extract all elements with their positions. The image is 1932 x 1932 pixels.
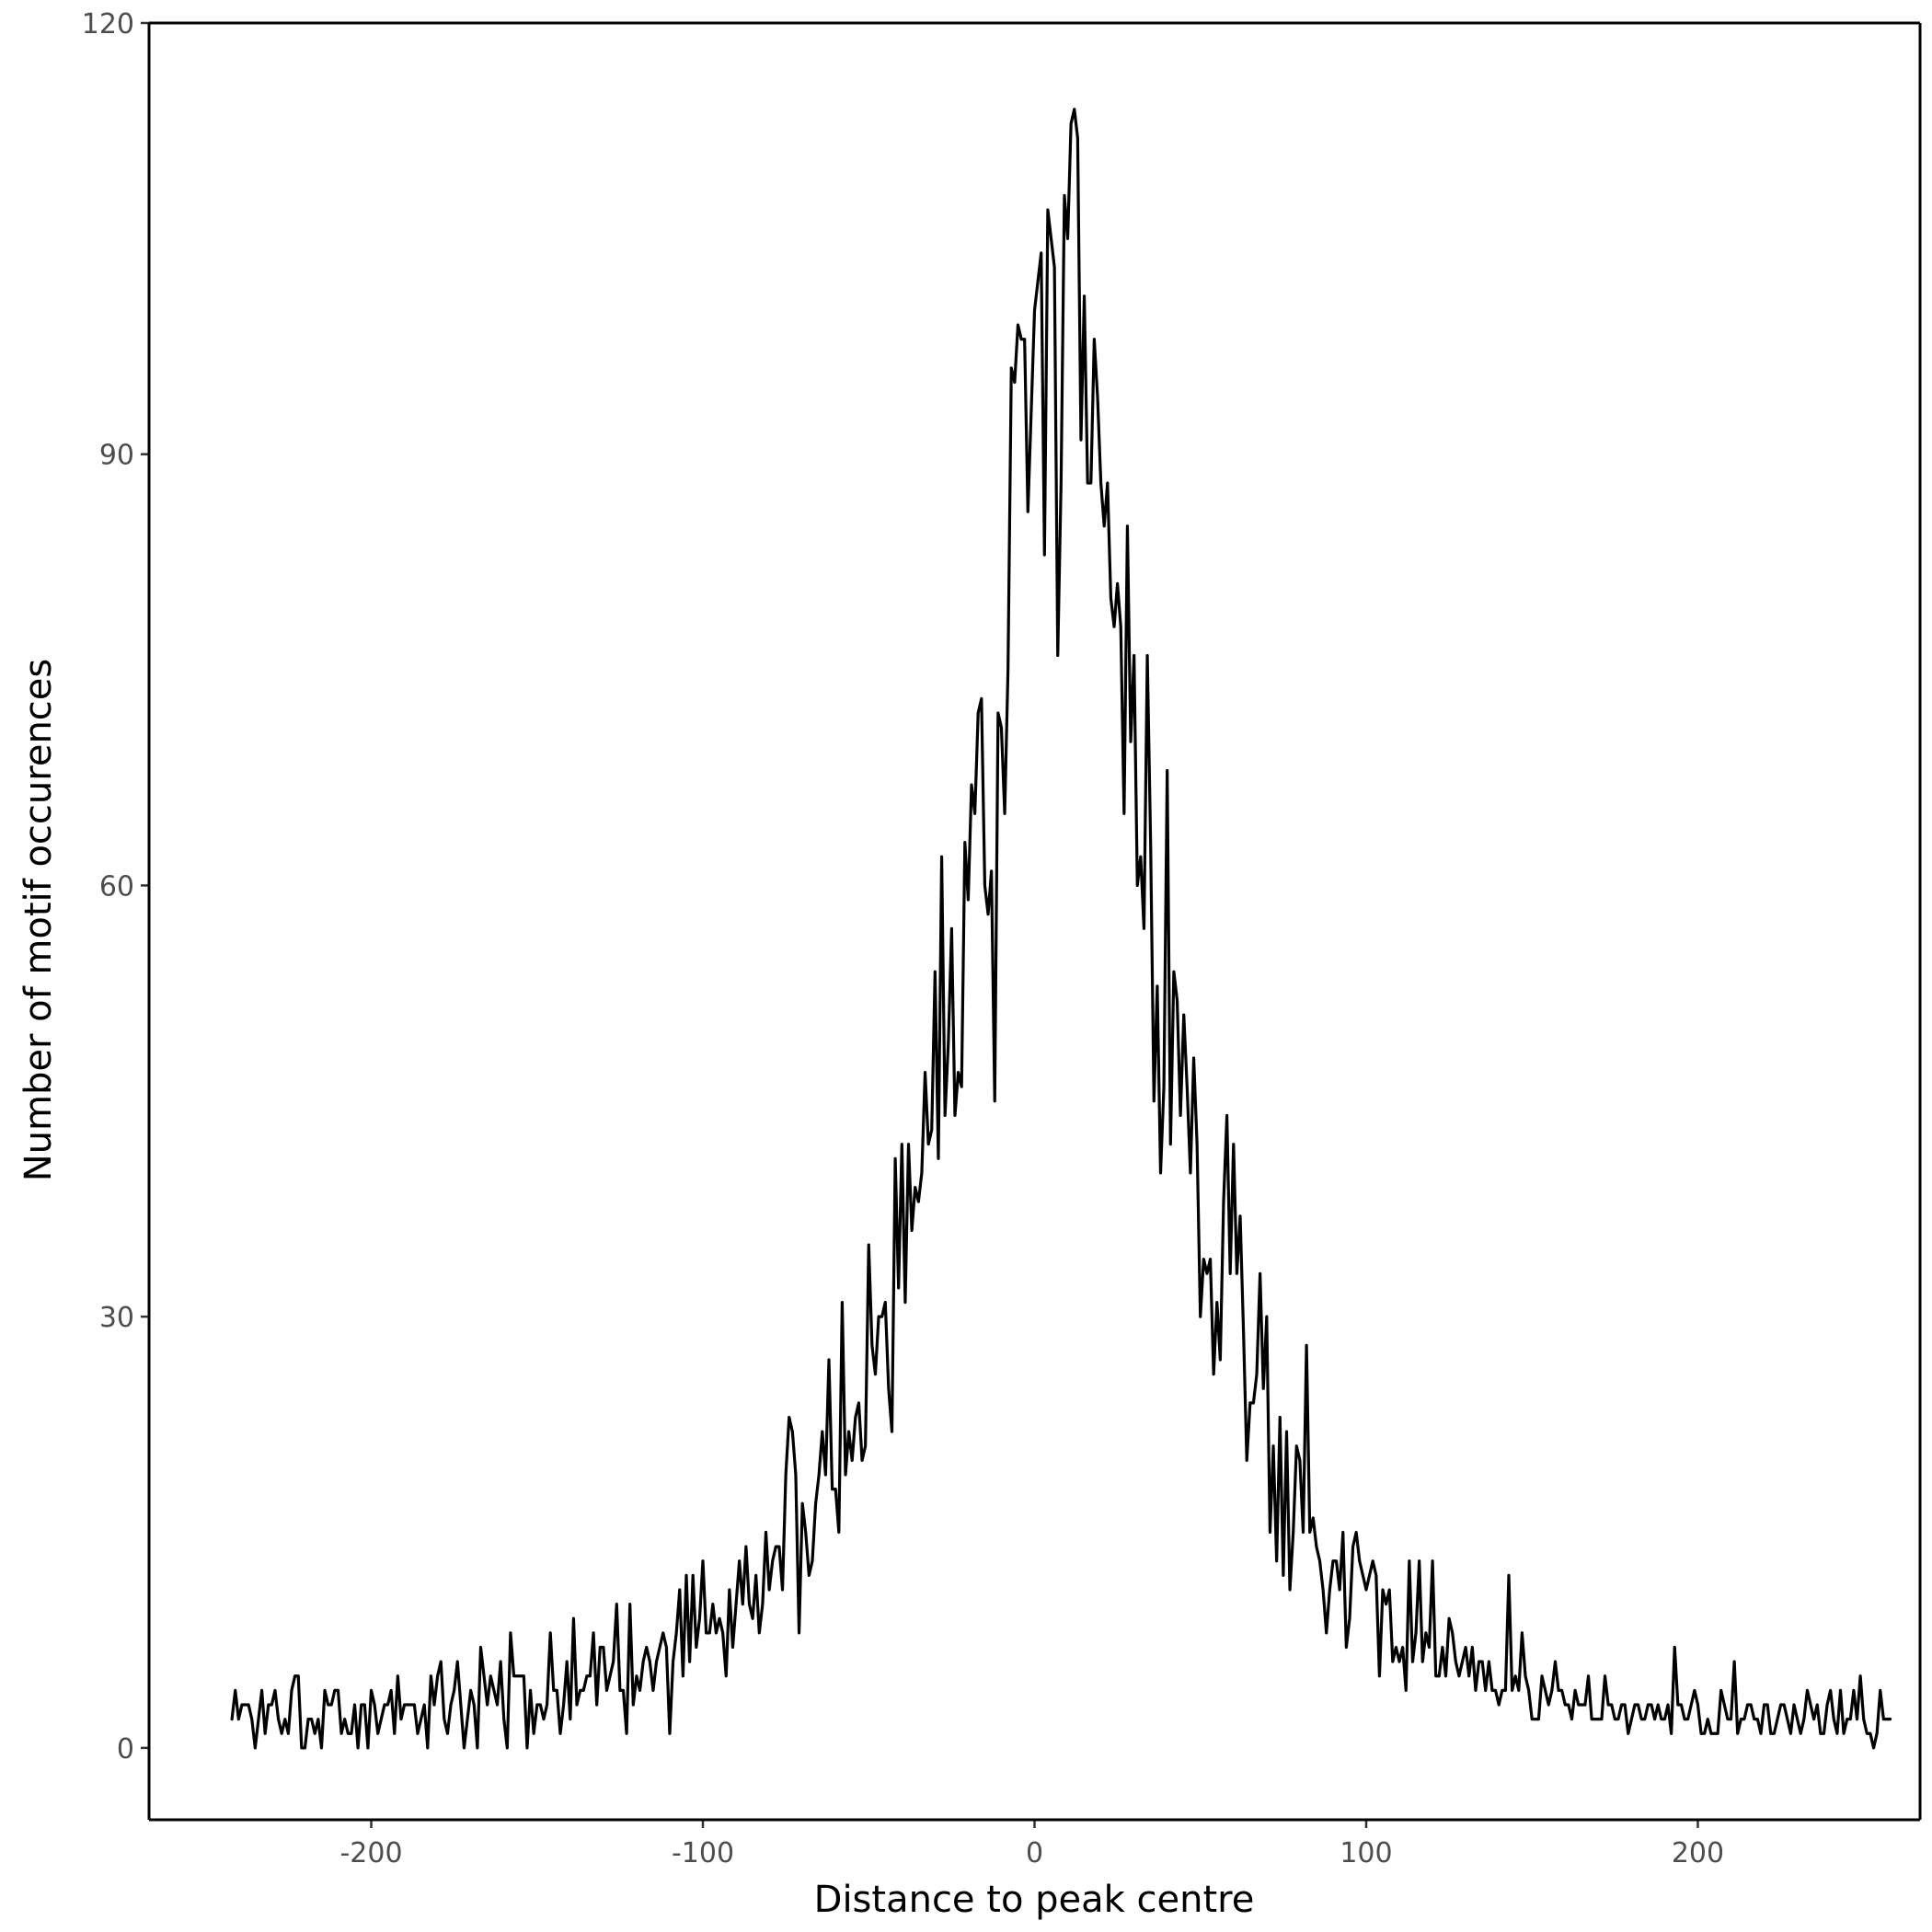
y-tick-label: 120 <box>82 8 134 40</box>
x-tick-label: 0 <box>1026 1837 1043 1869</box>
tick-layer: -200 -100 0 100 200 0 30 60 90 120 <box>82 8 1724 1869</box>
x-axis-title: Distance to peak centre <box>814 1879 1255 1921</box>
x-tick-label: -200 <box>339 1837 402 1869</box>
series-layer <box>230 108 1892 1750</box>
x-tick-label: 200 <box>1672 1837 1724 1869</box>
y-tick-label: 0 <box>117 1733 134 1765</box>
y-tick-label: 30 <box>99 1302 134 1334</box>
y-tick-label: 90 <box>99 440 134 472</box>
axes-layer <box>147 21 1922 1822</box>
series-line <box>230 108 1892 1750</box>
y-tick-label: 60 <box>99 870 134 903</box>
y-axis-title: Number of motif occurences <box>17 659 60 1181</box>
x-tick-label: 100 <box>1340 1837 1392 1869</box>
x-tick-label: -100 <box>672 1837 734 1869</box>
